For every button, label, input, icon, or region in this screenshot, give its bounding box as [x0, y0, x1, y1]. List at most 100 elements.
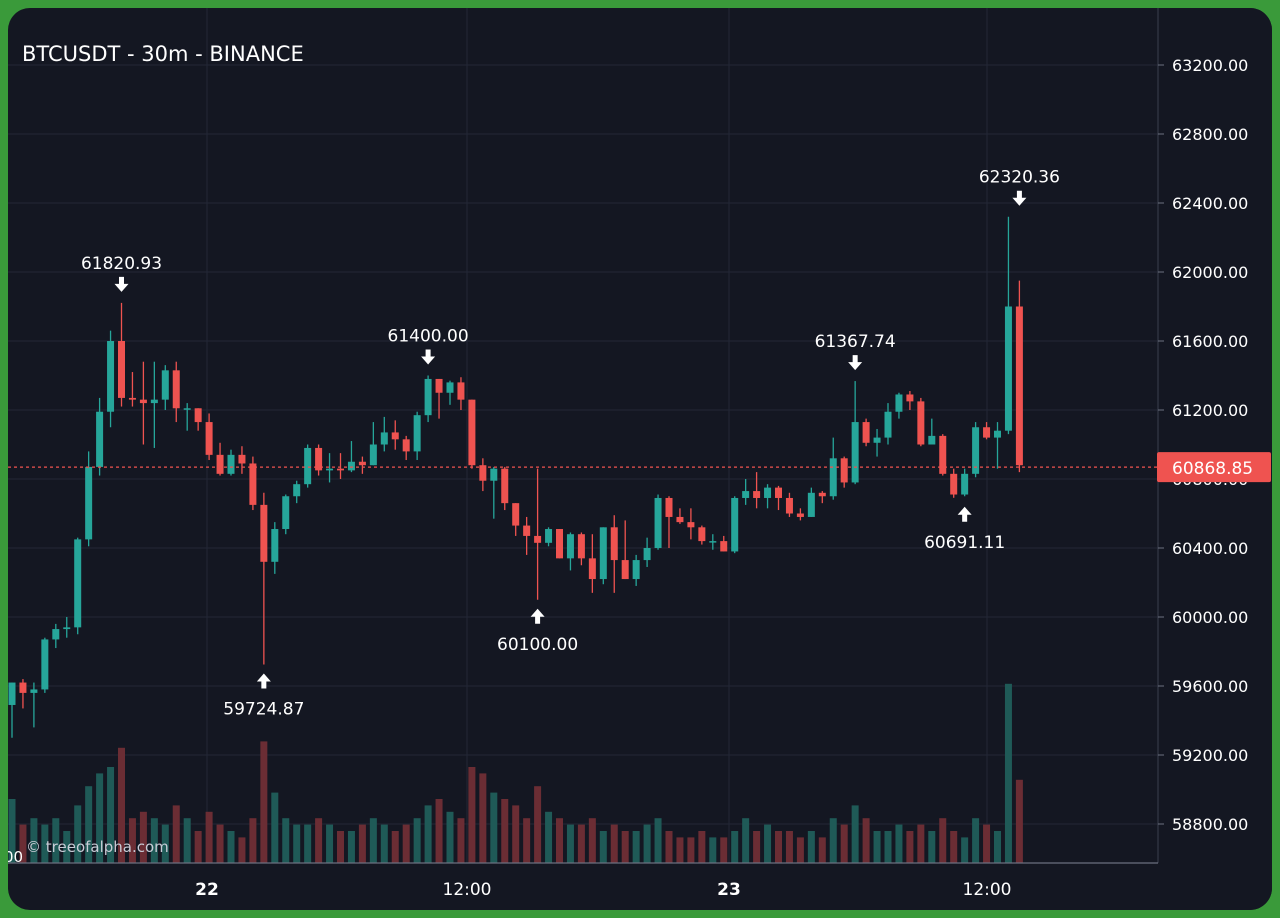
candle-body: [238, 454, 246, 464]
candle-body: [194, 408, 202, 423]
candle-body: [446, 382, 454, 393]
volume-bar: [556, 818, 563, 863]
candle-body: [851, 422, 859, 483]
candle-body: [632, 560, 640, 580]
candle-body: [621, 560, 629, 580]
candle-body: [939, 435, 947, 474]
candle-body: [566, 534, 574, 559]
candle-body: [249, 463, 257, 505]
volume-bar: [796, 837, 804, 863]
volume-bar: [271, 792, 279, 863]
annotation-label: 60100.00: [497, 635, 578, 655]
candle-body: [118, 341, 125, 398]
volume-bar: [293, 824, 301, 863]
candle-body: [654, 497, 662, 548]
price-tick-label: 62400.00: [1172, 194, 1248, 213]
candle-body: [183, 408, 191, 410]
arrow-down-icon: [1012, 190, 1027, 206]
candle-body: [577, 534, 585, 559]
volume-bar: [326, 824, 334, 863]
annotation: 61367.74: [815, 332, 896, 371]
candle-body: [599, 527, 607, 580]
arrow-up-icon: [256, 673, 271, 689]
volume-bar: [654, 818, 662, 863]
volume-bar: [665, 831, 673, 863]
candle-body: [906, 394, 914, 402]
volume-bar: [19, 824, 27, 863]
volume-bar: [643, 824, 651, 863]
candle-body: [731, 497, 739, 552]
price-annotations: 61820.93 59724.87 61400.00 60100.00 61367.74…: [81, 168, 1060, 720]
price-tick-label: 60400.00: [1172, 539, 1248, 558]
axes: 63200.00 62800.00 62400.00 62000.00 61600.00…: [8, 8, 1272, 910]
volume-bar: [851, 805, 859, 863]
candle-body: [753, 491, 761, 498]
candle-body: [41, 639, 49, 690]
volume-bar: [74, 805, 82, 863]
candle-body: [961, 473, 969, 495]
candle-body: [643, 548, 651, 561]
candle-body: [884, 411, 892, 438]
time-tick-label: 12:00: [443, 880, 492, 900]
candle-body: [610, 527, 618, 561]
volume-bar: [884, 831, 892, 863]
price-tick-label: 58800.00: [1172, 815, 1248, 834]
arrow-up-icon: [957, 506, 972, 522]
candle-body: [161, 370, 169, 400]
price-tick-label: 61200.00: [1172, 401, 1248, 420]
annotation: 60691.11: [924, 506, 1005, 553]
volume-bar: [599, 831, 607, 863]
volume-bar: [238, 837, 246, 863]
candle-body: [479, 465, 487, 481]
volume-bar: [490, 792, 498, 863]
candle-body: [52, 629, 60, 640]
candle-body: [775, 487, 782, 498]
candle-body: [665, 497, 673, 517]
volume-bar: [304, 824, 312, 863]
candle-body: [369, 444, 377, 466]
volume-bar: [337, 831, 344, 863]
volume-bar: [369, 818, 377, 863]
volume-bar: [413, 818, 421, 863]
candle-body: [457, 382, 465, 400]
volume-bar: [1015, 779, 1023, 863]
volume-bar: [818, 837, 826, 863]
candle-body: [128, 397, 136, 400]
candle-body: [347, 461, 355, 471]
volume-bar: [994, 831, 1001, 863]
volume-bar: [216, 824, 224, 863]
volume-bar: [928, 831, 936, 863]
annotation: 59724.87: [223, 673, 304, 719]
watermark: © treeofalpha.com: [26, 838, 169, 856]
volume-bar: [128, 818, 136, 863]
volume-bar: [917, 824, 925, 863]
volume-bar: [63, 831, 71, 863]
volume-bar: [534, 786, 542, 863]
time-tick-label: 22: [195, 880, 219, 900]
volume-bar: [150, 818, 158, 863]
volume-bar: [205, 811, 213, 863]
volume-bar: [30, 818, 38, 863]
volume-bar: [41, 824, 49, 863]
price-tick-label: 62800.00: [1172, 125, 1248, 144]
volume-bar: [118, 747, 125, 863]
volume-bar: [172, 805, 180, 863]
candle-body: [950, 473, 958, 495]
volume-bar: [764, 824, 772, 863]
candle-body: [501, 468, 509, 504]
candle-body: [424, 378, 432, 416]
candle-body: [380, 432, 388, 445]
volume-bar: [479, 773, 487, 863]
candle-body: [917, 401, 925, 445]
volume-bar: [391, 831, 399, 863]
volume-bar: [139, 811, 147, 863]
price-tick-label: 60000.00: [1172, 608, 1248, 627]
volume-bar: [107, 767, 115, 863]
candlestick-chart[interactable]: 61820.93 59724.87 61400.00 60100.00 61367.74…: [8, 8, 1272, 910]
candle-body: [698, 527, 706, 542]
arrow-down-icon: [848, 355, 863, 371]
candle-body: [74, 539, 82, 628]
volume-bar: [380, 824, 388, 863]
annotation: 62320.36: [979, 168, 1060, 206]
volume-bar: [358, 824, 366, 863]
